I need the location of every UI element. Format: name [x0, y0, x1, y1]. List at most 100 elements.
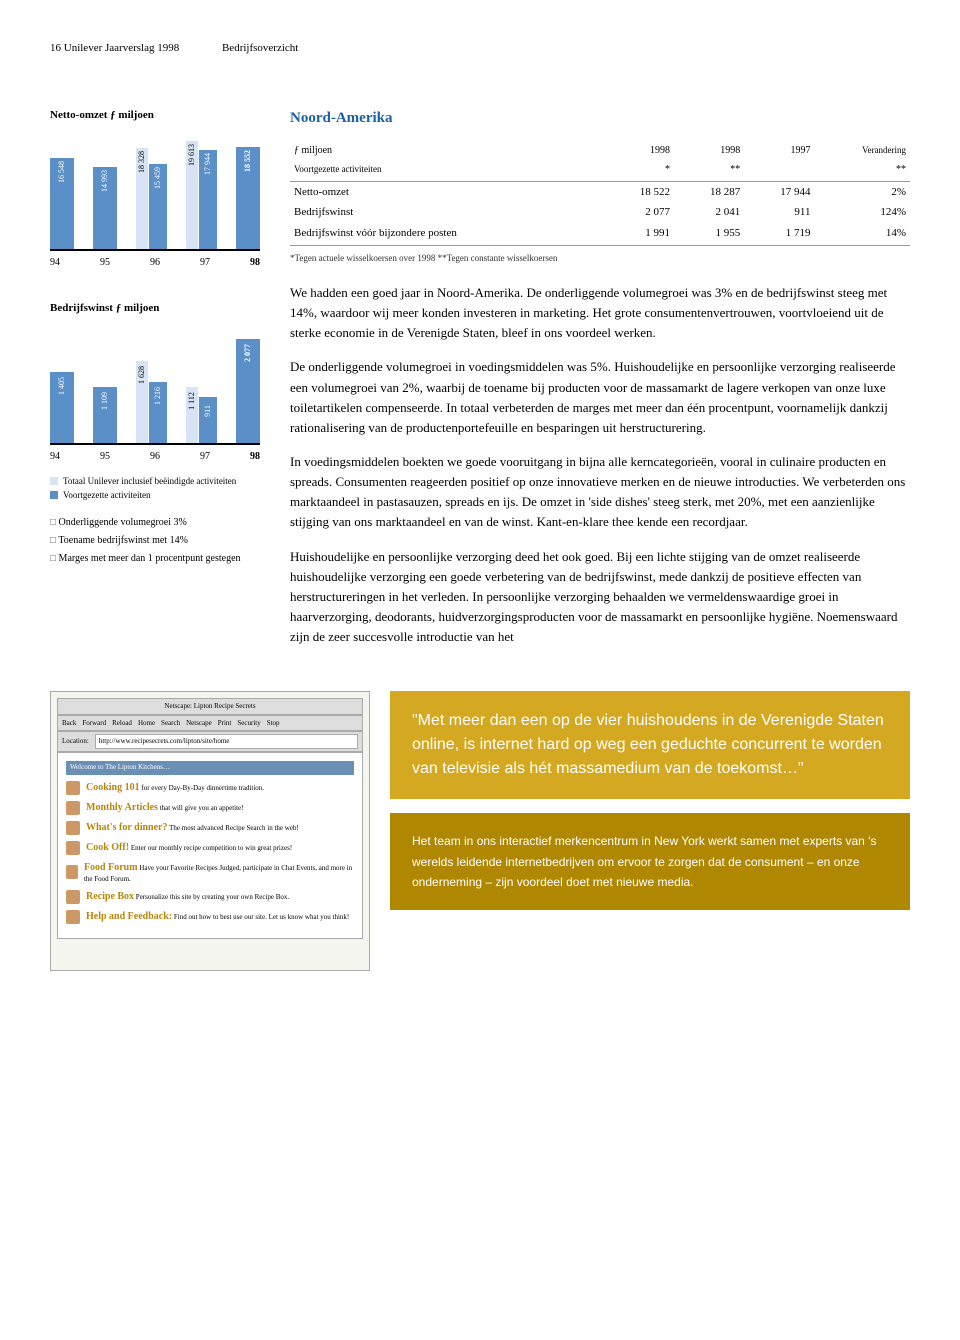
year-label: 95	[100, 255, 110, 270]
table-cell: 911	[744, 202, 814, 223]
mock-list-item[interactable]: What's for dinner? The most advanced Rec…	[66, 821, 354, 835]
col-h-0: 1998	[604, 141, 674, 160]
body-paragraph: We hadden een goed jaar in Noord-Amerika…	[290, 283, 910, 343]
bullet-item: Onderliggende volumegroei 3%	[50, 514, 260, 532]
bar-value-label: 18 552	[242, 150, 254, 172]
bar-group: 18 32815 459	[136, 148, 167, 249]
toolbar-button[interactable]: Search	[161, 718, 180, 729]
table-footnote: *Tegen actuele wisselkoersen over 1998 *…	[290, 252, 910, 266]
mock-list-item[interactable]: Monthly Articles that will give you an a…	[66, 801, 354, 815]
table-cell: 2 041	[674, 202, 744, 223]
toolbar-button[interactable]: Netscape	[186, 718, 212, 729]
right-column: Noord-Amerika ƒ miljoen 1998 1998 1997 V…	[290, 107, 910, 662]
body-text: We hadden een goed jaar in Noord-Amerika…	[290, 283, 910, 647]
sub-h-0: Voortgezette activiteiten	[290, 160, 604, 179]
header-left: 16 Unilever Jaarverslag 1998	[50, 40, 179, 57]
year-label: 96	[150, 255, 160, 270]
bar-value-label: 1 216	[152, 387, 164, 405]
mock-item-icon	[66, 781, 80, 795]
browser-titlebar: Netscape: Lipton Recipe Secrets	[57, 698, 363, 715]
bar-value-label: 1 112	[186, 392, 198, 410]
financial-table: ƒ miljoen 1998 1998 1997 Verandering Voo…	[290, 141, 910, 246]
sub-h-1: *	[604, 160, 674, 179]
mock-list-item[interactable]: Recipe Box Personalize this site by crea…	[66, 890, 354, 904]
mock-item-text: Help and Feedback: Find out how to best …	[86, 910, 349, 924]
table-cell: 2%	[815, 181, 910, 202]
table-row: Bedrijfswinst2 0772 041911124%	[290, 202, 910, 223]
chart-legend: Totaal Unilever inclusief beëindigde act…	[50, 474, 260, 503]
bar-value-label: 19 613	[186, 144, 198, 166]
mock-item-text: Monthly Articles that will give you an a…	[86, 801, 243, 815]
toolbar-button[interactable]: Forward	[82, 718, 106, 729]
table-cell: 1 719	[744, 223, 814, 244]
year-label: 98	[250, 255, 260, 270]
toolbar-button[interactable]: Home	[138, 718, 155, 729]
quote-dark: Het team in ons interactief merkencentru…	[390, 813, 910, 910]
bar-continued: 1 109	[93, 387, 117, 442]
chart-winst-area: 1 4051 1091 6281 2161 1129112 077	[50, 325, 260, 445]
bar-continued: 17 944	[199, 150, 217, 249]
bullet-item: Marges met meer dan 1 procentpunt gesteg…	[50, 550, 260, 568]
bar-value-label: 911	[202, 405, 214, 417]
row-label: Bedrijfswinst vóór bijzondere posten	[290, 223, 604, 244]
bar-total: 1 628	[136, 361, 148, 442]
year-label: 95	[100, 449, 110, 464]
table-row: Bedrijfswinst vóór bijzondere posten1 99…	[290, 223, 910, 244]
toolbar-button[interactable]: Reload	[112, 718, 132, 729]
sub-h-4: **	[815, 160, 910, 179]
quote-block: Netscape: Lipton Recipe Secrets Back Forw…	[50, 691, 910, 971]
browser-toolbar: Back Forward Reload Home Search Netscape Print…	[57, 715, 363, 732]
toolbar-button[interactable]: Print	[218, 718, 232, 729]
bar-value-label: 16 548	[56, 161, 68, 183]
browser-location-bar: Location: http://www.recipesecrets.com/l…	[57, 731, 363, 752]
mock-item-text: Cooking 101 for every Day-By-Day dinnert…	[86, 781, 264, 795]
bar-total: 19 613	[186, 141, 198, 249]
mock-item-icon	[66, 865, 78, 879]
mock-list-item[interactable]: Help and Feedback: Find out how to best …	[66, 910, 354, 924]
toolbar-button[interactable]: Stop	[267, 718, 280, 729]
table-cell: 1 991	[604, 223, 674, 244]
mock-item-icon	[66, 910, 80, 924]
year-label: 97	[200, 449, 210, 464]
mock-item-icon	[66, 841, 80, 855]
bar-group: 1 109	[93, 387, 117, 442]
year-label: 94	[50, 449, 60, 464]
left-column: Netto-omzet ƒ miljoen 16 548 14 993 18 328…	[50, 107, 260, 662]
mock-list-item[interactable]: Cook Off! Enter our monthly recipe compe…	[66, 841, 354, 855]
bar-value-label: 1 628	[136, 366, 148, 384]
bar-continued: 18 552	[236, 147, 260, 249]
table-unit: ƒ miljoen	[290, 141, 604, 160]
bar-value-label: 1 405	[56, 377, 68, 395]
table-cell: 18 287	[674, 181, 744, 202]
bar-value-label: 17 944	[202, 153, 214, 175]
bar-value-label: 14 993	[99, 170, 111, 192]
year-label: 94	[50, 255, 60, 270]
mock-list-item[interactable]: Cooking 101 for every Day-By-Day dinnert…	[66, 781, 354, 795]
quote-side: "Met meer dan een op de vier huishoudens…	[390, 691, 910, 971]
quote-gold: "Met meer dan een op de vier huishoudens…	[390, 691, 910, 799]
location-label: Location:	[62, 736, 89, 747]
chart-bedrijfswinst: Bedrijfswinst ƒ miljoen 1 4051 1091 6281…	[50, 300, 260, 568]
mock-item-icon	[66, 821, 80, 835]
location-url: http://www.recipesecrets.com/lipton/site…	[95, 734, 358, 749]
chart-netto-title: Netto-omzet ƒ miljoen	[50, 107, 260, 124]
toolbar-button[interactable]: Back	[62, 718, 76, 729]
mock-item-text: What's for dinner? The most advanced Rec…	[86, 821, 299, 835]
bar-group: 1 112 911	[186, 387, 217, 443]
bar-total: 18 328	[136, 148, 148, 249]
legend-label-total: Totaal Unilever inclusief beëindigde act…	[63, 474, 236, 488]
bar-group: 14 993	[93, 167, 117, 249]
bar-continued: 15 459	[149, 164, 167, 249]
mock-list-item[interactable]: Food Forum Have your Favorite Recipes Ju…	[66, 861, 354, 885]
body-paragraph: De onderliggende volumegroei in voedings…	[290, 357, 910, 438]
browser-screenshot: Netscape: Lipton Recipe Secrets Back Forw…	[50, 691, 370, 971]
body-paragraph: Huishoudelijke en persoonlijke verzorgin…	[290, 547, 910, 648]
welcome-banner: Welcome to The Lipton Kitchens…	[66, 761, 354, 775]
toolbar-button[interactable]: Security	[237, 718, 260, 729]
table-cell: 1 955	[674, 223, 744, 244]
sub-h-3	[744, 160, 814, 179]
chart-netto-years: 9495969798	[50, 255, 260, 270]
table-header-row: ƒ miljoen 1998 1998 1997 Verandering	[290, 141, 910, 160]
row-label: Bedrijfswinst	[290, 202, 604, 223]
legend-square-cont	[50, 491, 58, 499]
